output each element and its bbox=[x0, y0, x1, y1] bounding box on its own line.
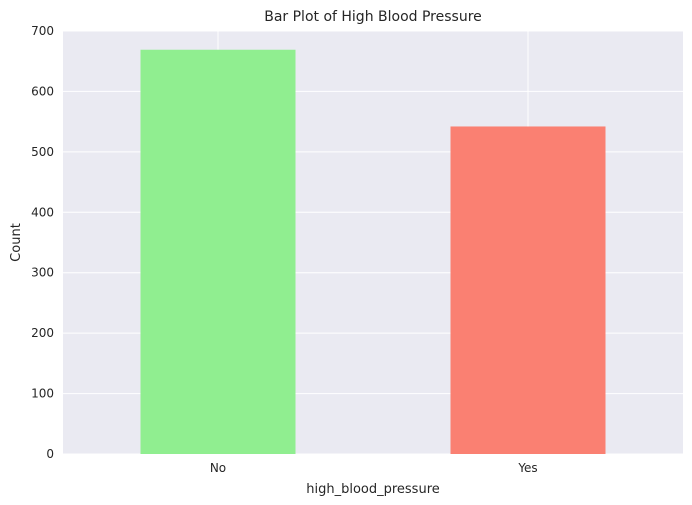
y-tick-label: 100 bbox=[31, 387, 54, 401]
y-tick-label: 400 bbox=[31, 205, 54, 219]
y-tick-label: 300 bbox=[31, 266, 54, 280]
bars-group bbox=[140, 49, 606, 455]
bar-yes bbox=[450, 126, 606, 454]
y-axis-label: Count bbox=[9, 223, 24, 262]
y-tick-label: 200 bbox=[31, 326, 54, 340]
chart-title: Bar Plot of High Blood Pressure bbox=[264, 9, 482, 25]
y-tick-labels: 0 100 200 300 400 500 600 700 bbox=[31, 24, 54, 461]
x-tick-labels: No Yes bbox=[210, 461, 538, 475]
y-tick-label: 0 bbox=[46, 447, 54, 461]
x-tick-label: No bbox=[210, 461, 226, 475]
y-tick-label: 700 bbox=[31, 24, 54, 38]
x-axis-label: high_blood_pressure bbox=[306, 482, 440, 497]
y-tick-label: 500 bbox=[31, 145, 54, 159]
x-tick-label: Yes bbox=[517, 461, 537, 475]
y-tick-label: 600 bbox=[31, 84, 54, 98]
bar-no bbox=[140, 49, 296, 455]
